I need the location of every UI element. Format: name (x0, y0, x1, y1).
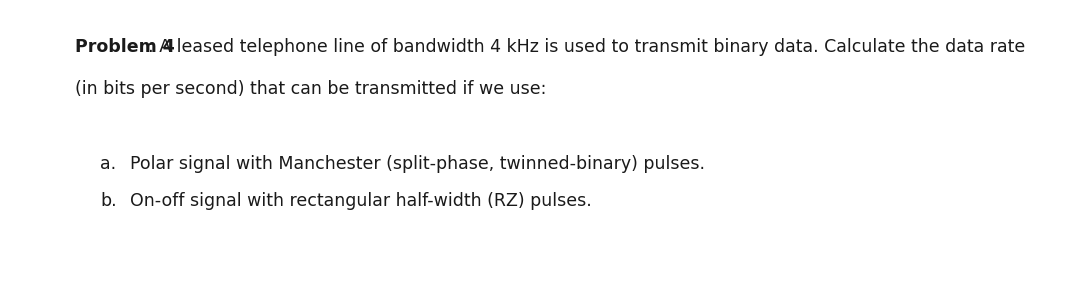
Text: Problem 4: Problem 4 (75, 38, 175, 56)
Text: b.: b. (100, 192, 117, 210)
Text: Polar signal with Manchester (split-phase, twinned-binary) pulses.: Polar signal with Manchester (split-phas… (130, 155, 705, 173)
Text: (in bits per second) that can be transmitted if we use:: (in bits per second) that can be transmi… (75, 80, 546, 98)
Text: On-off signal with rectangular half-width (RZ) pulses.: On-off signal with rectangular half-widt… (130, 192, 592, 210)
Text: a.: a. (100, 155, 117, 173)
Text: : A leased telephone line of bandwidth 4 kHz is used to transmit binary data. Ca: : A leased telephone line of bandwidth 4… (148, 38, 1025, 56)
